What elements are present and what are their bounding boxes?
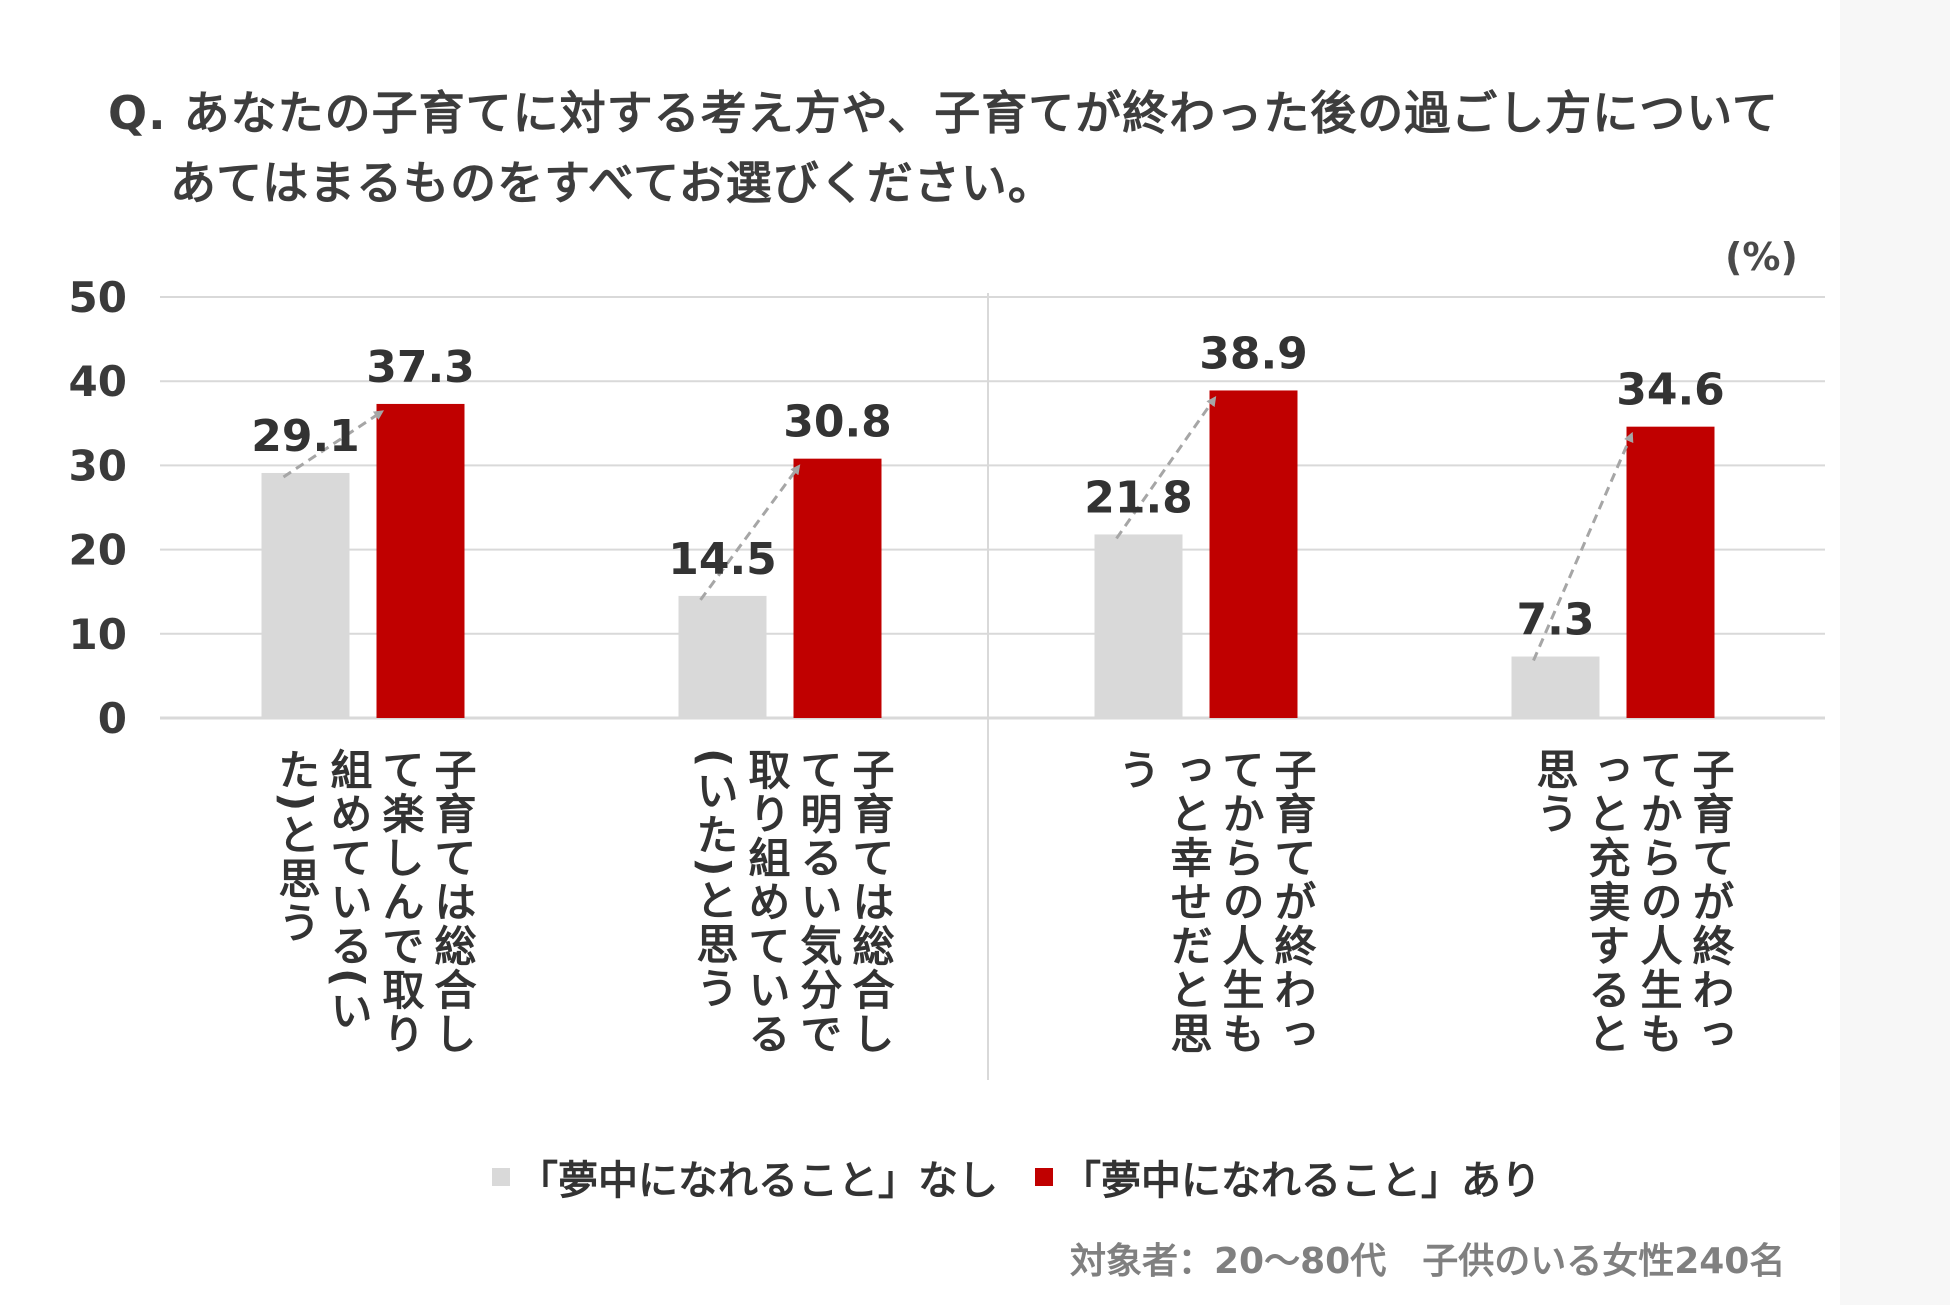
bar-with-4 — [1626, 426, 1715, 718]
question-title: Q. あなたの子育てに対する考え方や、子育てが終わった後の過ごし方について あて… — [108, 78, 1779, 218]
right-margin-band — [1840, 0, 1950, 1305]
legend-label-with: 「夢中になれること」あり — [1061, 1158, 1541, 1204]
data-label-without-3: 21.8 — [1084, 472, 1193, 523]
y-tick-label-10: 10 — [69, 610, 127, 659]
legend-label-without: 「夢中になれること」なし — [518, 1158, 998, 1204]
data-label-with-2: 30.8 — [783, 397, 892, 448]
trend-arrow-3 — [1115, 396, 1217, 540]
y-tick-label-50: 50 — [69, 273, 127, 322]
source-note: 対象者：20～80代 子供のいる女性240名 — [1070, 1241, 1786, 1282]
bar-without-2 — [678, 595, 767, 718]
trend-arrow-1 — [282, 410, 384, 479]
bar-without-1 — [261, 472, 350, 718]
data-label-with-1: 37.3 — [366, 342, 475, 393]
y-tick-label-20: 20 — [69, 526, 127, 575]
data-label-without-1: 29.1 — [251, 411, 360, 462]
legend-swatch-with — [1035, 1168, 1053, 1186]
data-label-without-4: 7.3 — [1517, 595, 1595, 646]
trend-arrow-4 — [1532, 431, 1634, 662]
category-label-4: 子育てが終わってからの人生もっと充実すると思う — [1530, 748, 1735, 1056]
question-line-2: あてはまるものをすべてお選びください。 — [170, 156, 1055, 210]
legend-item-without: 「夢中になれること」なし — [492, 1148, 998, 1206]
category-label-2: 子育ては総合して明るい気分で取り組めている(いた)と思う — [690, 748, 895, 1056]
bar-without-3 — [1094, 534, 1183, 718]
bar-with-2 — [793, 458, 882, 718]
bar-without-4 — [1511, 656, 1600, 718]
category-label-3: 子育てが終わってからの人生もっと幸せだと思う — [1112, 748, 1317, 1056]
legend-swatch-without — [492, 1168, 510, 1186]
data-label-without-2: 14.5 — [668, 534, 777, 585]
unit-label: (%) — [1725, 235, 1798, 279]
data-label-with-4: 34.6 — [1616, 365, 1725, 416]
bar-with-1 — [376, 403, 465, 718]
category-label-1: 子育ては総合して楽しんで取り組めている(いた)と思う — [272, 748, 477, 1056]
trend-arrow-2 — [699, 464, 801, 601]
data-label-with-3: 38.9 — [1199, 328, 1308, 379]
bar-with-3 — [1209, 390, 1298, 718]
y-tick-label-0: 0 — [98, 694, 127, 743]
legend-item-with: 「夢中になれること」あり — [1035, 1148, 1541, 1206]
y-tick-label-30: 30 — [69, 441, 127, 490]
question-line-1: Q. あなたの子育てに対する考え方や、子育てが終わった後の過ごし方について — [108, 86, 1779, 140]
y-tick-label-40: 40 — [69, 357, 127, 406]
